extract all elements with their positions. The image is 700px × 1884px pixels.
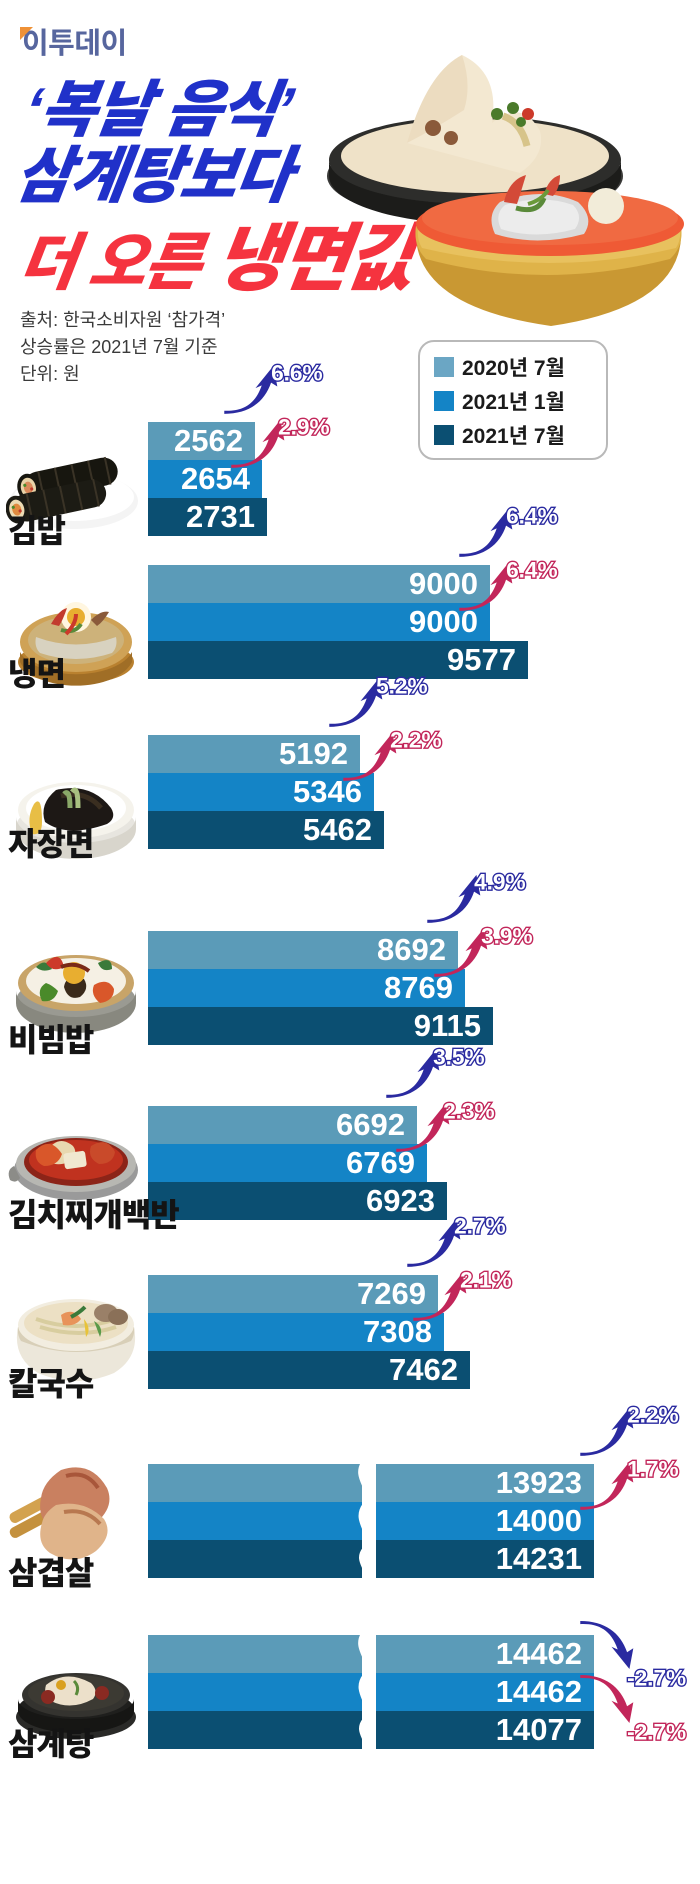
svg-text:4.9%: 4.9% (474, 869, 526, 894)
svg-text:6.4%: 6.4% (506, 503, 558, 528)
svg-text:1.7%: 1.7% (627, 1456, 679, 1481)
svg-text:5.2%: 5.2% (376, 673, 428, 698)
svg-text:6.4%: 6.4% (506, 557, 558, 582)
svg-text:2.2%: 2.2% (390, 727, 442, 752)
svg-text:2.1%: 2.1% (460, 1267, 512, 1292)
svg-text:-2.7%: -2.7% (627, 1719, 686, 1744)
svg-text:2.3%: 2.3% (443, 1098, 495, 1123)
svg-text:3.9%: 3.9% (481, 923, 533, 948)
svg-text:3.5%: 3.5% (433, 1044, 485, 1069)
svg-text:2.9%: 2.9% (278, 414, 330, 439)
svg-text:6.6%: 6.6% (271, 360, 323, 385)
svg-text:2.7%: 2.7% (454, 1213, 506, 1238)
svg-text:2.2%: 2.2% (627, 1402, 679, 1427)
